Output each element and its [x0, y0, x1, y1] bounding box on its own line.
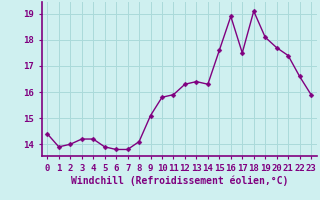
X-axis label: Windchill (Refroidissement éolien,°C): Windchill (Refroidissement éolien,°C) — [70, 175, 288, 186]
